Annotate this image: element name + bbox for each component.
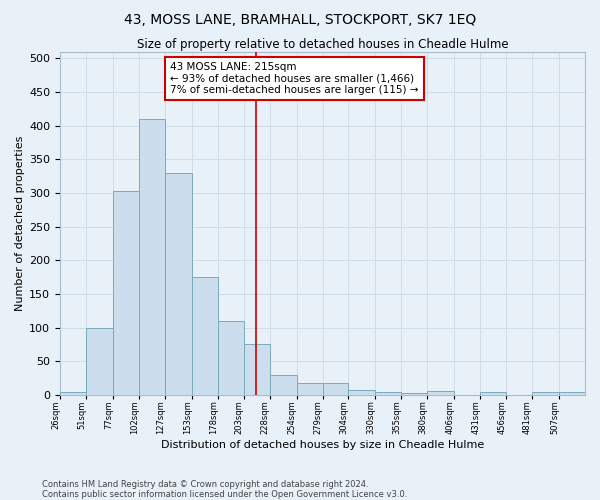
Bar [218, 321, 244, 395]
Bar [244, 344, 269, 395]
Bar [559, 392, 585, 395]
Bar [480, 392, 506, 395]
Y-axis label: Number of detached properties: Number of detached properties [15, 136, 25, 311]
Text: 43, MOSS LANE, BRAMHALL, STOCKPORT, SK7 1EQ: 43, MOSS LANE, BRAMHALL, STOCKPORT, SK7 … [124, 12, 476, 26]
Bar [86, 328, 113, 395]
Bar [401, 393, 427, 395]
Title: Size of property relative to detached houses in Cheadle Hulme: Size of property relative to detached ho… [137, 38, 508, 51]
Bar [139, 119, 165, 395]
Bar [427, 391, 454, 395]
Bar [192, 277, 218, 395]
Bar [532, 392, 559, 395]
Bar [323, 383, 349, 395]
Bar [269, 375, 296, 395]
Bar [60, 392, 86, 395]
Bar [349, 390, 376, 395]
Bar [376, 392, 401, 395]
Bar [165, 173, 192, 395]
Text: Contains HM Land Registry data © Crown copyright and database right 2024.
Contai: Contains HM Land Registry data © Crown c… [42, 480, 407, 499]
Text: 43 MOSS LANE: 215sqm
← 93% of detached houses are smaller (1,466)
7% of semi-det: 43 MOSS LANE: 215sqm ← 93% of detached h… [170, 62, 419, 95]
X-axis label: Distribution of detached houses by size in Cheadle Hulme: Distribution of detached houses by size … [161, 440, 484, 450]
Bar [296, 383, 323, 395]
Bar [113, 191, 139, 395]
